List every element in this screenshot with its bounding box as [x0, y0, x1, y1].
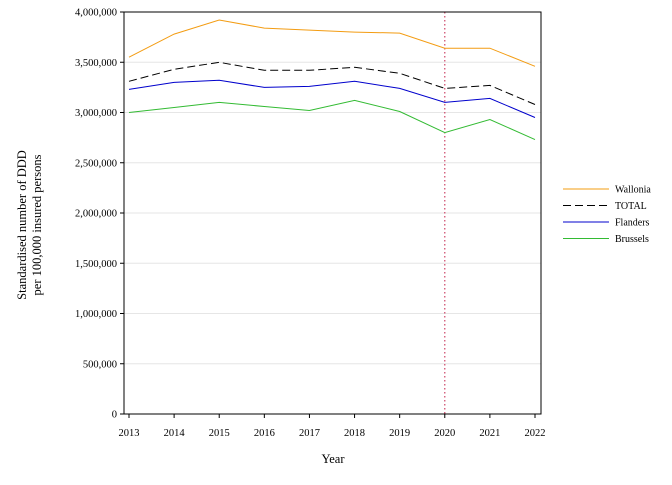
- y-tick-label: 2,000,000: [75, 209, 117, 220]
- y-tick-label: 3,500,000: [75, 58, 117, 69]
- y-tick-label: 3,000,000: [75, 108, 117, 119]
- series-line-flanders: [128, 79, 536, 118]
- x-tick-label: 2013: [119, 428, 140, 439]
- series-line-brussels: [128, 99, 536, 141]
- legend-label-total: TOTAL: [615, 201, 647, 212]
- x-tick-label: 2018: [344, 428, 365, 439]
- legend-label-wallonia: Wallonia: [615, 185, 651, 196]
- x-tick-label: 2021: [479, 428, 500, 439]
- y-axis-title-line-2: per 100,000 insured persons: [30, 154, 44, 295]
- y-tick-label: 4,000,000: [75, 8, 117, 19]
- axes: [120, 11, 542, 418]
- y-tick-label: 1,500,000: [75, 259, 117, 270]
- y-tick-label: 0: [112, 410, 117, 421]
- y-tick-label: 500,000: [83, 359, 117, 370]
- y-tick-label: 2,500,000: [75, 158, 117, 169]
- gridlines: [124, 11, 541, 365]
- tick-labels: 0 500,000 1,000,000 1,500,000 2,000,000 2,500…: [75, 8, 546, 440]
- x-tick-label: 2019: [389, 428, 410, 439]
- y-tick-label: 1,000,000: [75, 309, 117, 320]
- legend-label-brussels: Brussels: [615, 234, 649, 245]
- y-axis-title-line-1: Standardised number of DDD: [15, 150, 29, 300]
- x-tick-label: 2022: [525, 428, 546, 439]
- x-tick-label: 2015: [209, 428, 230, 439]
- series-line-total: [128, 61, 536, 105]
- x-tick-label: 2016: [254, 428, 275, 439]
- legend: Wallonia TOTAL Flanders Brussels: [563, 185, 651, 245]
- legend-label-flanders: Flanders: [615, 218, 650, 229]
- x-tick-label: 2020: [434, 428, 455, 439]
- series-line-wallonia: [128, 19, 536, 67]
- x-tick-label: 2014: [164, 428, 186, 439]
- y-axis-title: Standardised number of DDD per 100,000 i…: [15, 150, 44, 300]
- x-tick-label: 2017: [299, 428, 320, 439]
- x-axis-title: Year: [321, 452, 345, 466]
- series-lines: [128, 19, 536, 141]
- plot-frame: [123, 11, 542, 415]
